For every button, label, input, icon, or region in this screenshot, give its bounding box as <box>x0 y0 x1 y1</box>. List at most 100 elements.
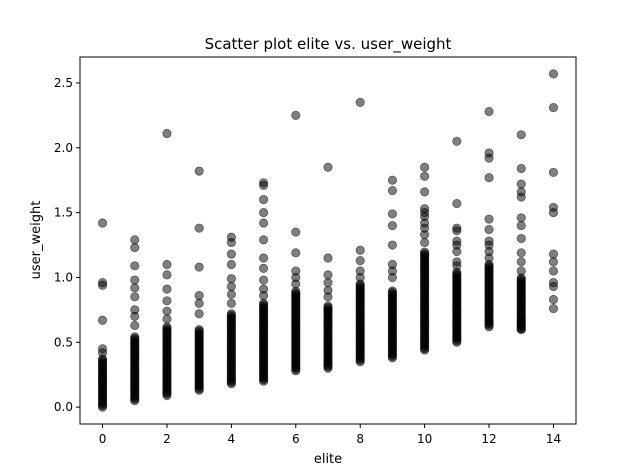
data-point <box>452 136 462 146</box>
data-point <box>548 257 559 267</box>
data-point <box>548 281 559 292</box>
data-point <box>387 272 398 283</box>
y-tick-label: 0.0 <box>54 400 73 414</box>
data-point <box>516 179 526 189</box>
data-point <box>516 324 526 334</box>
data-point <box>226 237 236 248</box>
data-point <box>387 185 398 196</box>
data-point <box>452 261 462 271</box>
data-point <box>387 209 398 219</box>
data-point <box>162 296 172 306</box>
data-point <box>420 187 430 197</box>
y-tick-label: 0.5 <box>54 335 73 349</box>
data-point <box>130 332 140 342</box>
data-point <box>323 253 333 263</box>
data-point <box>97 218 108 228</box>
data-point <box>258 298 269 308</box>
data-point <box>97 280 108 290</box>
data-point <box>323 278 333 288</box>
data-point <box>387 175 398 185</box>
data-point <box>162 306 172 316</box>
data-point <box>226 309 236 319</box>
y-tick-label: 2.5 <box>54 76 73 90</box>
data-point <box>194 262 204 272</box>
data-point <box>548 294 559 305</box>
data-point <box>194 298 204 308</box>
data-point <box>548 303 559 314</box>
y-axis-label: user_weight <box>29 201 44 280</box>
data-point <box>258 291 269 301</box>
data-point <box>258 275 269 285</box>
x-tick-label: 2 <box>163 432 171 446</box>
data-point <box>226 249 236 259</box>
data-point <box>194 309 204 319</box>
data-point <box>484 173 494 183</box>
data-point <box>548 167 559 178</box>
data-point <box>452 198 462 209</box>
x-tick-label: 8 <box>356 432 364 446</box>
data-point <box>484 253 494 263</box>
x-tick-label: 14 <box>546 432 561 446</box>
data-point <box>355 256 365 266</box>
data-point <box>194 291 204 301</box>
x-tick-label: 6 <box>292 432 300 446</box>
data-point <box>258 253 269 263</box>
y-axis-ticks: 0.0 0.5 1.0 1.5 2.0 2.5 <box>54 76 80 414</box>
data-point <box>226 289 236 299</box>
data-point <box>130 292 140 302</box>
data-point <box>258 235 269 245</box>
data-point <box>484 224 494 235</box>
data-point <box>516 192 526 202</box>
data-point <box>484 214 494 224</box>
data-point <box>548 249 559 259</box>
data-point <box>130 275 140 285</box>
data-point <box>516 233 526 244</box>
data-point <box>548 102 559 113</box>
data-point <box>548 69 559 79</box>
y-tick-label: 1.0 <box>54 270 73 284</box>
data-point <box>130 261 140 271</box>
data-point <box>258 263 269 273</box>
x-tick-label: 12 <box>481 432 496 446</box>
data-point <box>194 166 204 176</box>
data-point <box>194 223 204 233</box>
points-layer <box>97 69 559 412</box>
data-point <box>130 311 140 321</box>
data-point <box>355 97 365 107</box>
data-point <box>130 283 140 293</box>
data-point <box>387 240 398 250</box>
data-point <box>97 348 108 358</box>
data-point <box>420 162 430 172</box>
data-point <box>516 248 526 258</box>
data-point <box>291 227 301 237</box>
data-point <box>162 322 172 332</box>
data-point <box>420 171 430 181</box>
data-point <box>162 128 172 139</box>
data-point <box>162 259 172 270</box>
data-point <box>258 195 269 205</box>
x-axis-label: elite <box>314 452 342 467</box>
plot-frame <box>79 56 577 425</box>
data-point <box>548 208 559 218</box>
data-point <box>226 259 236 270</box>
data-point <box>355 272 365 283</box>
data-point <box>420 237 430 248</box>
data-point <box>548 266 559 276</box>
data-point <box>162 284 172 294</box>
data-point <box>226 298 236 308</box>
x-tick-label: 0 <box>99 432 107 446</box>
data-point <box>130 235 140 245</box>
data-point <box>130 243 140 253</box>
data-point <box>258 180 269 190</box>
data-point <box>162 270 172 280</box>
x-tick-label: 4 <box>228 432 236 446</box>
data-point <box>258 208 269 218</box>
chart-title: Scatter plot elite vs. user_weight <box>205 35 452 54</box>
data-point <box>291 279 301 289</box>
data-point <box>226 274 236 284</box>
data-point <box>516 220 526 231</box>
data-point <box>323 292 333 302</box>
data-point <box>97 315 108 325</box>
data-point <box>291 248 301 258</box>
